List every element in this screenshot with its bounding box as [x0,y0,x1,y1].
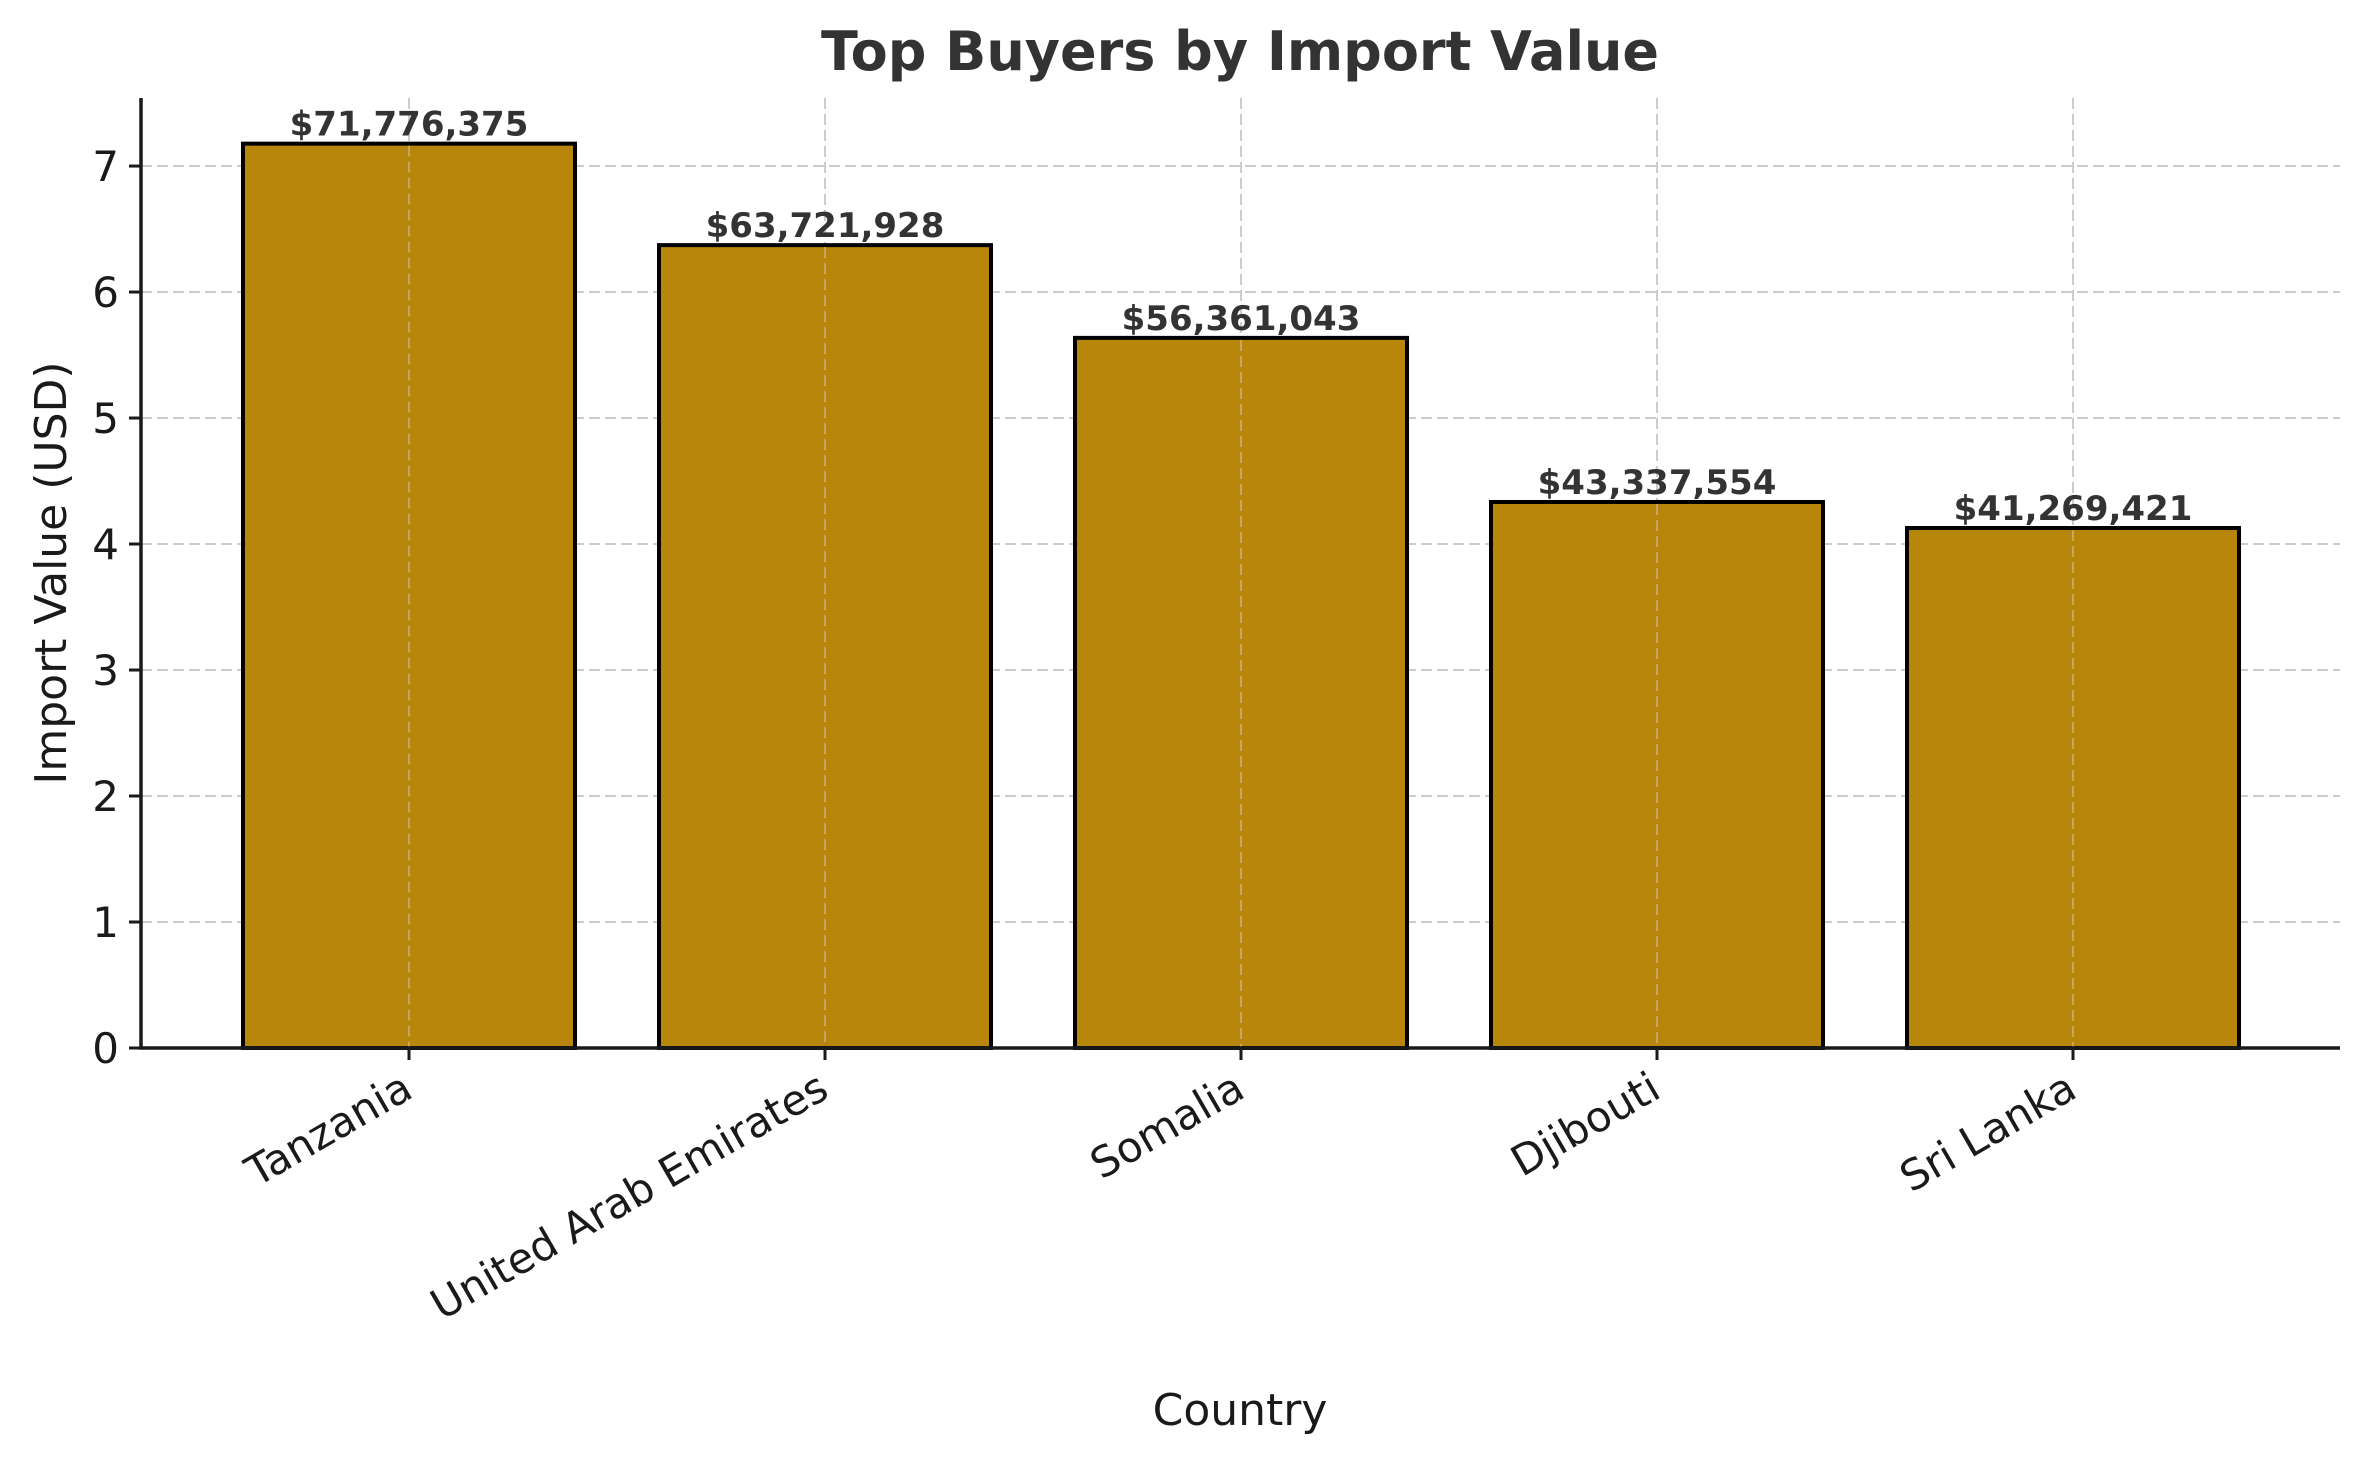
value-labels-group: $71,776,375 $63,721,928 $56,361,043 $43,337… [290,105,2193,529]
bar-value-label: $43,337,554 [1538,463,1777,503]
x-tick-label: Djibouti [1503,1062,1668,1186]
y-tick-label: 4 [92,520,119,569]
x-axis-ticks: Tanzania United Arab Emirates Somalia Djibo… [236,1048,2084,1329]
bar-value-label: $56,361,043 [1122,299,1361,339]
bar-djibouti [1489,499,1825,1051]
x-axis-label: Country [1153,1385,1328,1436]
y-tick-label: 1 [92,898,119,947]
bar-value-label: $71,776,375 [290,105,529,145]
bar-value-label: $63,721,928 [706,206,945,246]
y-tick-label: 2 [92,772,119,821]
chart-title: Top Buyers by Import Value [821,20,1659,83]
y-tick-label: 5 [92,394,119,443]
y-tick-label: 7 [92,142,119,191]
bars-group [241,141,2241,1051]
y-tick-label: 0 [92,1024,119,1073]
x-tick-label: Sri Lanka [1891,1062,2084,1201]
x-tick-label: United Arab Emirates [422,1062,836,1329]
y-tick-label: 3 [92,646,119,695]
y-axis-label: Import Value (USD) [26,361,77,784]
y-axis-ticks: 0 1 2 3 4 5 6 7 [92,142,141,1073]
y-tick-label: 6 [92,268,119,317]
x-tick-label: Tanzania [236,1062,420,1196]
bar-value-label: $41,269,421 [1954,489,2193,529]
x-tick-label: Somalia [1082,1062,1252,1188]
